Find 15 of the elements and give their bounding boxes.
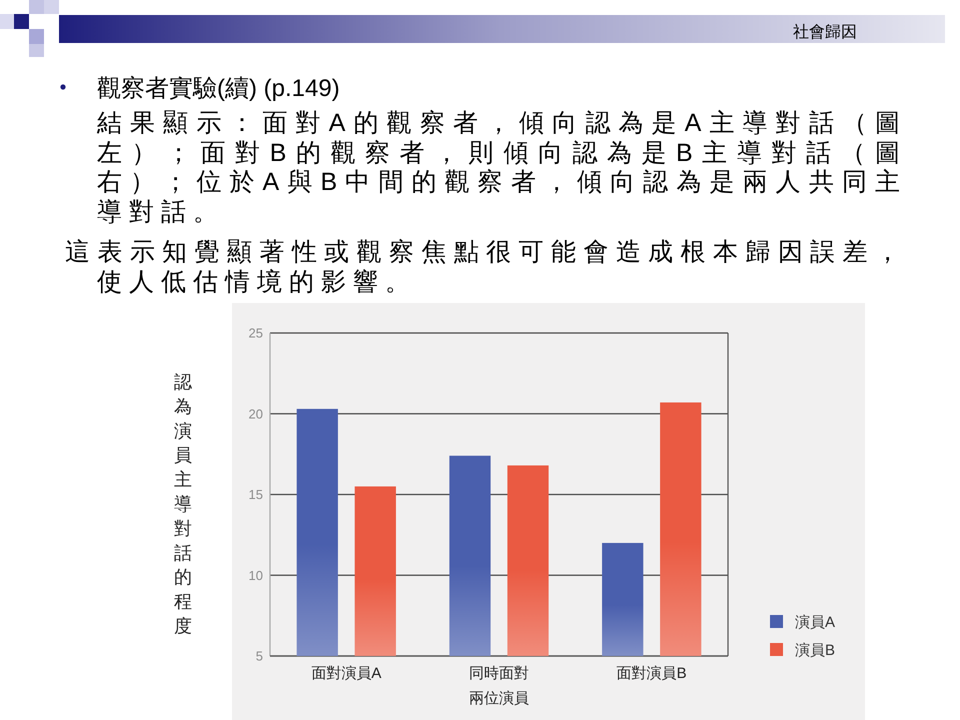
text: 社會歸因 (793, 23, 857, 41)
y-tick-label: 25 (248, 326, 263, 340)
chart-title: 觀察者實驗(續) (p.149) (97, 75, 340, 102)
legend-label: 演員A (795, 614, 836, 631)
y-tick-label: 5 (256, 648, 263, 664)
x-tick-label: 面對演員A (311, 665, 382, 682)
x-tick-label: 同時面對兩位演員 (469, 665, 529, 707)
text: 這表示知覺顯著性或觀察焦點很可能會造成根本歸因誤差，使人低估情境的影響。 (65, 238, 907, 297)
text: 結果顯示：面對A的觀察者，傾向認為是A主導對話（圖左）；面對B的觀察者，則傾向認為是B主導對話（圖右）；位於A與B中間的觀察者，傾向認為是兩人共同主導對話。 (97, 109, 907, 227)
y-tick-label: 10 (248, 568, 263, 583)
y-tick-label: 15 (248, 487, 263, 502)
x-tick-label: 面對演員B (616, 665, 687, 682)
legend-label: 演員B (795, 642, 836, 659)
text: 認為演員主導對話的程度 (174, 372, 192, 636)
y-tick-label: 20 (248, 406, 263, 422)
